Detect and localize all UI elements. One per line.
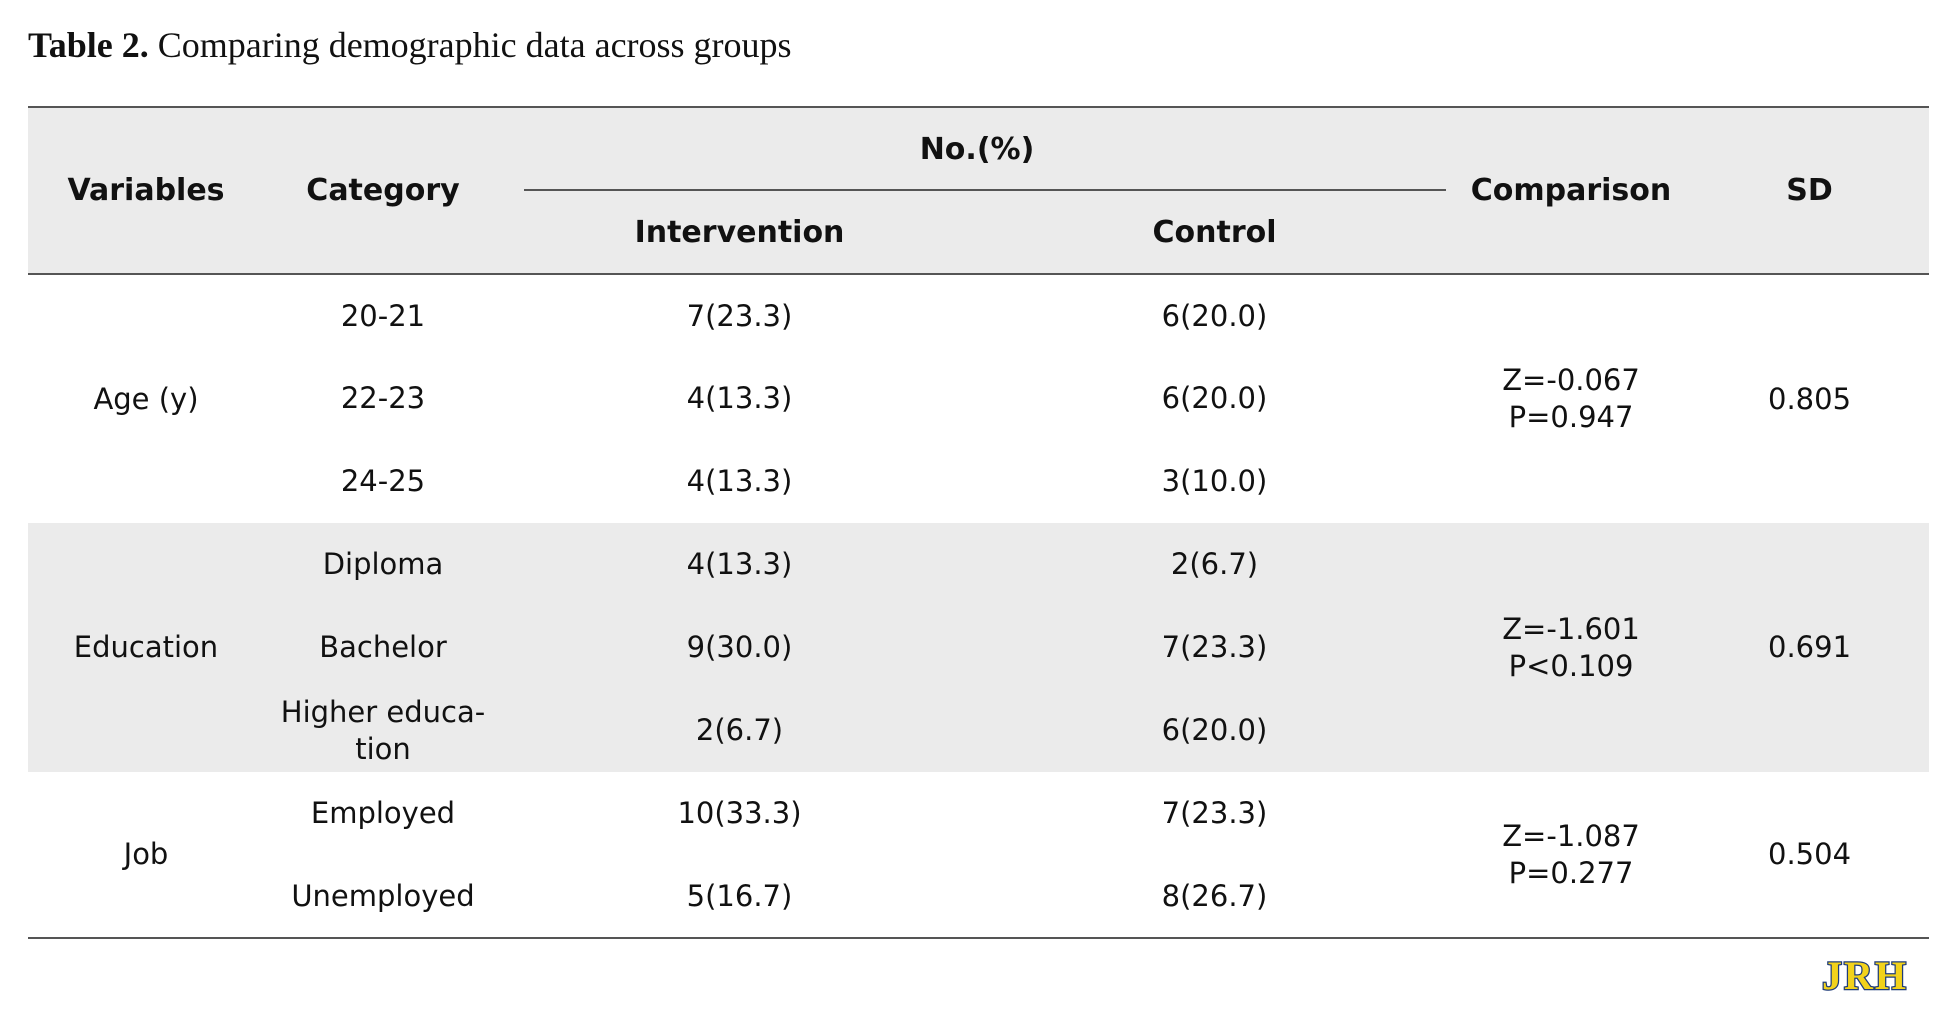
comparison-cell: Z=-1.601 P<0.109 (1452, 523, 1691, 772)
category-cell: Diploma (264, 523, 502, 606)
control-cell: 7(23.3) (977, 606, 1453, 689)
table-row: Education Diploma 4(13.3) 2(6.7) Z=-1.60… (28, 523, 1930, 772)
header-comparison: Comparison (1452, 106, 1691, 275)
sd-cell: 0.691 (1690, 523, 1930, 772)
control-cell: 8(26.7) (977, 855, 1453, 939)
header-sd: SD (1690, 106, 1930, 275)
header-no-percent: No.(%) (502, 106, 1453, 191)
intervention-cell: 2(6.7) (502, 689, 977, 772)
table-row: Job Employed 10(33.3) 7(23.3) Z=-1.087 P… (28, 772, 1930, 939)
variable-cell: Job (28, 772, 264, 939)
header-control: Control (977, 191, 1453, 275)
demographic-table: Variables Category No.(%) Comparison SD … (28, 106, 1930, 939)
category-cell: Bachelor (264, 606, 502, 689)
control-cell: 3(10.0) (1161, 464, 1268, 498)
intervention-cell: 9(30.0) (502, 606, 977, 689)
comparison-p: P=0.277 (1508, 855, 1634, 890)
comparison-z: Z=-1.087 (1502, 818, 1640, 853)
control-cell: 7(23.3) (1161, 796, 1268, 830)
group-job: Job Employed 10(33.3) 7(23.3) Z=-1.087 P… (28, 772, 1930, 939)
group-age: Age (y) 20-21 7(23.3) 6(20.0) Z=-0.067 P… (28, 274, 1929, 523)
table-row: Higher educa- tion 2(6.7) 6(20.0) (28, 689, 1929, 772)
intervention-cell: 5(16.7) (502, 855, 977, 939)
comparison-z: Z=-0.067 (1502, 363, 1640, 397)
comparison-p: P=0.947 (1508, 400, 1634, 434)
category-cell: 20-21 (340, 298, 426, 333)
caption-label: Table 2. (28, 25, 149, 65)
control-cell: 6(20.0) (1161, 381, 1268, 415)
comparison-cell: Z=-1.087 P=0.277 (1452, 772, 1691, 939)
table-row: Age (y) 20-21 7(23.3) 6(20.0) Z=-0.067 P… (28, 274, 1929, 435)
control-cell: 6(20.0) (977, 689, 1453, 772)
table-row: Bachelor 9(30.0) 7(23.3) (28, 606, 1929, 689)
intervention-cell: 4(13.3) (502, 523, 977, 606)
header-no-percent-label: No.(%) (919, 132, 1035, 167)
comparison-z: Z=-1.601 (1502, 611, 1640, 646)
variable-cell: Education (28, 523, 264, 772)
svg-text:JRH: JRH (1822, 953, 1908, 996)
header-divider (524, 189, 1447, 191)
table-row: 22-23 4(13.3) 6(20.0) (28, 357, 1929, 440)
intervention-cell: 4(13.3) (686, 381, 793, 415)
control-cell: 2(6.7) (977, 523, 1453, 606)
sd-cell: 0.805 (1768, 381, 1852, 416)
intervention-cell: 10(33.3) (677, 796, 802, 830)
category-cell: 22-23 (340, 381, 426, 415)
comparison-cell: Z=-0.067 P=0.947 (1452, 274, 1690, 523)
header-intervention: Intervention (502, 191, 977, 275)
category-line: tion (355, 731, 411, 766)
sd-cell: 0.504 (1690, 772, 1930, 939)
intervention-cell: 4(13.3) (686, 464, 793, 498)
category-cell: Higher educa- tion (264, 689, 502, 772)
header-variables: Variables (28, 106, 264, 275)
control-cell: 6(20.0) (1161, 298, 1268, 333)
table-caption: Table 2. Comparing demographic data acro… (28, 24, 792, 66)
comparison-p: P<0.109 (1508, 648, 1634, 683)
table-row: Unemployed 5(16.7) 8(26.7) (28, 855, 1929, 939)
table-row: 24-25 4(13.3) 3(10.0) (28, 440, 1929, 523)
group-education: Education Diploma 4(13.3) 2(6.7) Z=-1.60… (28, 523, 1930, 772)
caption-text: Comparing demographic data across groups (157, 25, 792, 65)
header-category: Category (264, 106, 502, 275)
category-line: Higher educa- (280, 694, 486, 729)
table-header: Variables Category No.(%) Comparison SD … (28, 106, 1930, 275)
variable-cell: Age (y) (93, 381, 199, 416)
category-cell: Employed (310, 796, 456, 830)
category-cell: 24-25 (340, 464, 426, 498)
intervention-cell: 7(23.3) (686, 298, 793, 333)
jrh-logo: JRH (1821, 952, 1908, 996)
category-cell: Unemployed (264, 855, 502, 939)
